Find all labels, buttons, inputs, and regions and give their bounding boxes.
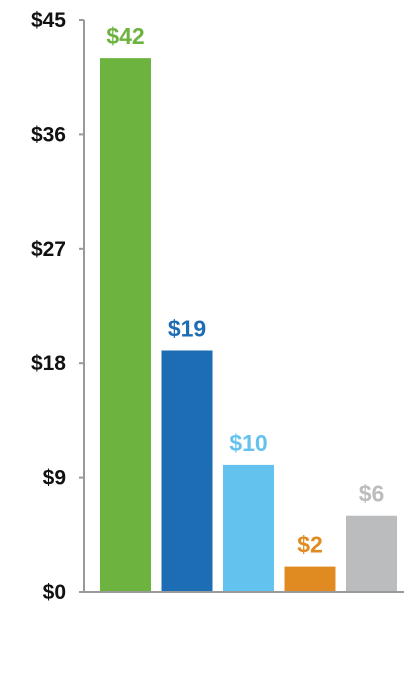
bar: [223, 464, 274, 592]
bar: [100, 58, 151, 592]
bar-value-label: $6: [359, 481, 385, 507]
bar: [284, 566, 336, 592]
data-labels: $42 $19 $10 $2 $6: [106, 23, 384, 557]
y-tick-label: $18: [31, 352, 66, 375]
bars: [100, 58, 397, 592]
bar-value-label: $10: [229, 430, 267, 456]
y-tick-label: $27: [31, 238, 66, 261]
y-tick-label: $0: [43, 581, 66, 604]
bar-value-label: $42: [106, 23, 144, 49]
bar: [346, 515, 397, 592]
bar-value-label: $2: [297, 532, 323, 558]
bar-value-label: $19: [168, 315, 206, 341]
y-axis-ticks: $0 $9 $18 $27 $36 $45: [31, 9, 84, 604]
y-tick-label: $45: [31, 9, 66, 32]
y-tick-label: $36: [31, 123, 66, 146]
y-tick-label: $9: [43, 467, 66, 490]
bar: [161, 350, 213, 592]
